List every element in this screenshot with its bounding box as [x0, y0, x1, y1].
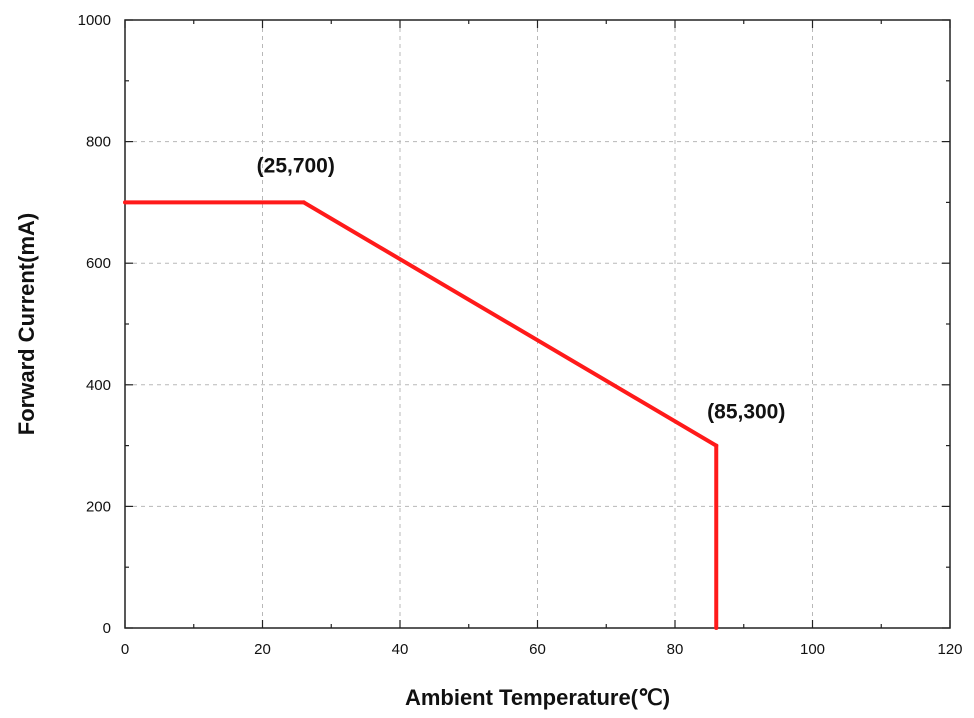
point-annotation: (85,300): [707, 401, 785, 424]
data-point: [301, 200, 306, 205]
x-tick-label: 40: [392, 641, 409, 658]
y-tick-labels: 0 200 400 600 800 1000: [78, 12, 111, 637]
x-tick-label: 120: [937, 641, 962, 658]
x-tick-label: 60: [529, 641, 546, 658]
x-tick-label: 0: [121, 641, 129, 658]
x-tick-label: 100: [800, 641, 825, 658]
point-annotation: (25,700): [257, 154, 335, 177]
derating-curve: [125, 200, 719, 628]
x-tick-labels: 0 20 40 60 80 100 120: [121, 641, 963, 658]
data-point: [123, 200, 127, 205]
grid: [125, 20, 950, 628]
y-axis-title: Forward Current(mA): [14, 213, 39, 435]
series-layer: [123, 200, 719, 630]
y-tick-label: 600: [86, 255, 111, 272]
y-tick-label: 0: [103, 620, 111, 637]
annotations: (25,700) (85,300): [257, 154, 786, 423]
y-tick-label: 1000: [78, 12, 111, 29]
data-point: [714, 443, 719, 448]
y-tick-label: 200: [86, 498, 111, 515]
data-point: [714, 626, 719, 630]
x-tick-label: 20: [254, 641, 271, 658]
x-axis-title: Ambient Temperature(℃): [405, 685, 670, 710]
x-tick-label: 80: [667, 641, 684, 658]
plot-frame: [124, 19, 951, 629]
y-tick-label: 800: [86, 134, 111, 151]
y-tick-label: 400: [86, 377, 111, 394]
